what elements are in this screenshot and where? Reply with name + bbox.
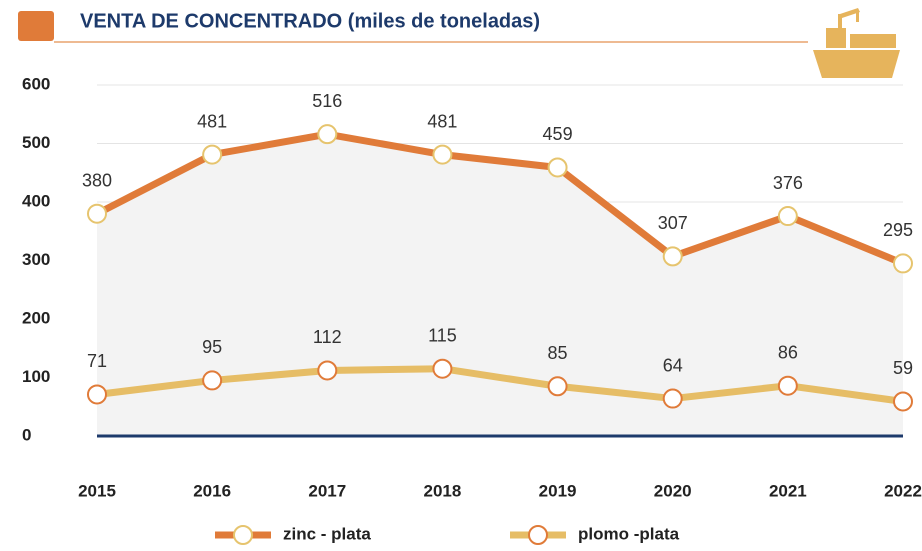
y-tick-label: 400 (22, 191, 50, 210)
marker (547, 376, 568, 397)
data-label: 59 (893, 358, 913, 378)
data-label: 307 (658, 213, 688, 233)
legend-label: zinc - plata (283, 524, 371, 543)
data-label: 64 (663, 355, 683, 375)
marker (317, 124, 338, 145)
data-label: 481 (197, 111, 227, 131)
marker (432, 144, 453, 165)
data-label: 376 (773, 173, 803, 193)
data-label: 86 (778, 342, 798, 362)
area (97, 134, 903, 436)
line (96, 365, 904, 405)
legend-label: plomo -plata (578, 524, 680, 543)
data-label: 380 (82, 170, 112, 190)
marker (893, 391, 913, 412)
data-label: 112 (313, 327, 342, 347)
data-label: 481 (427, 111, 457, 131)
x-tick-label: 2020 (654, 481, 692, 500)
data-label: 295 (883, 220, 913, 240)
marker (432, 358, 453, 379)
data-label: 459 (543, 124, 573, 144)
x-tick-label: 2017 (308, 481, 346, 500)
data-label: 115 (428, 325, 457, 345)
marker (777, 206, 798, 227)
legend-marker (528, 525, 548, 545)
data-label: 516 (312, 91, 342, 111)
x-tick-label: 2022 (884, 481, 922, 500)
x-tick-label: 2015 (78, 481, 116, 500)
y-tick-label: 500 (22, 133, 50, 152)
x-tick-label: 2019 (539, 481, 577, 500)
chart-title: VENTA DE CONCENTRADO (miles de toneladas… (80, 10, 540, 32)
marker (662, 246, 683, 267)
marker (87, 384, 107, 405)
x-tick-label: 2016 (193, 481, 231, 500)
line (95, 130, 905, 267)
title-badge (18, 11, 54, 41)
ship-icon (813, 8, 900, 78)
data-label: 95 (202, 337, 222, 357)
marker (547, 157, 568, 178)
y-tick-label: 300 (22, 250, 50, 269)
marker (893, 253, 913, 274)
y-tick-label: 600 (22, 74, 50, 93)
marker (202, 370, 223, 391)
marker (777, 375, 798, 396)
marker (662, 388, 683, 409)
data-label: 85 (548, 343, 568, 363)
legend-marker (233, 525, 253, 545)
data-label: 71 (87, 351, 107, 371)
x-tick-label: 2021 (769, 481, 807, 500)
marker (317, 360, 338, 381)
marker (202, 144, 223, 165)
y-tick-label: 200 (22, 308, 50, 327)
y-tick-label: 100 (22, 367, 50, 386)
marker (87, 203, 107, 224)
y-tick-label: 0 (22, 425, 31, 444)
x-tick-label: 2018 (424, 481, 462, 500)
